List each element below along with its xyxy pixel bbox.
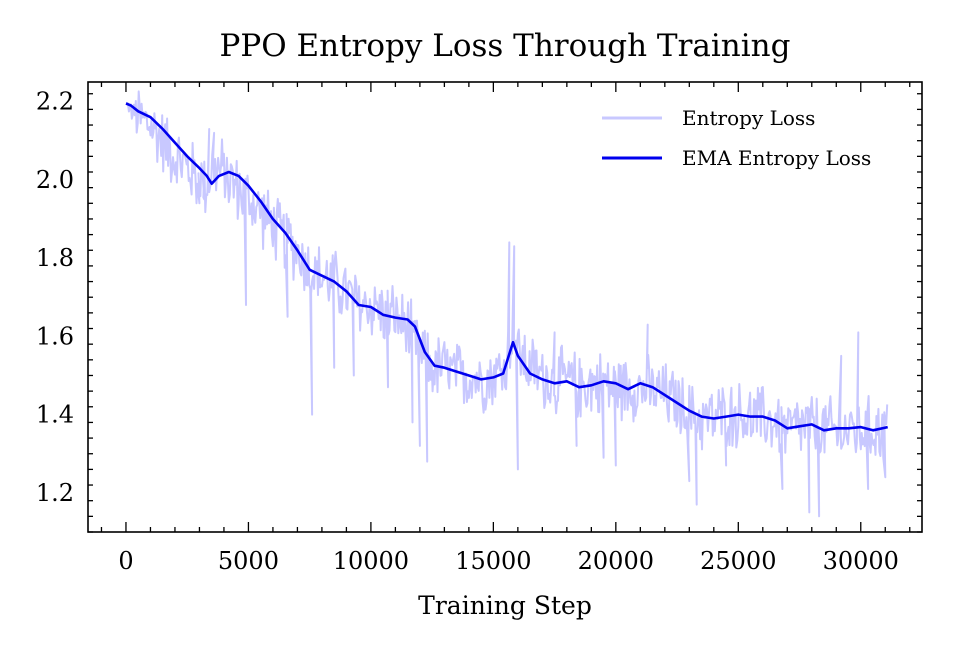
chart-title: PPO Entropy Loss Through Training [220, 28, 791, 64]
y-tick-label: 1.6 [36, 322, 74, 350]
plot-area [125, 90, 889, 518]
y-tick-labels: 1.2 1.4 1.6 1.8 2.0 2.2 [36, 88, 74, 507]
x-tick-label: 30000 [823, 547, 899, 575]
y-tick-label: 1.4 [36, 401, 74, 429]
x-tick-labels: 0 5000 10000 15000 20000 25000 30000 [118, 547, 899, 575]
axes-frame [87, 81, 923, 533]
y-tick-label: 1.2 [36, 479, 74, 507]
y-tick-label: 2.0 [36, 166, 74, 194]
y-tick-label: 1.8 [36, 244, 74, 272]
legend: Entropy Loss EMA Entropy Loss [602, 106, 871, 170]
x-tick-label: 15000 [455, 547, 531, 575]
legend-label-ema-entropy-loss: EMA Entropy Loss [682, 146, 871, 170]
ema-entropy-loss-series-line [125, 102, 888, 432]
axis-ticks [88, 82, 922, 533]
x-axis-label: Training Step [418, 591, 592, 620]
x-tick-label: 0 [118, 547, 133, 575]
x-tick-label: 5000 [218, 547, 279, 575]
legend-label-entropy-loss: Entropy Loss [682, 106, 815, 130]
entropy-loss-series-line [125, 90, 889, 518]
y-tick-label: 2.2 [36, 88, 74, 116]
x-tick-label: 10000 [333, 547, 409, 575]
x-tick-label: 20000 [578, 547, 654, 575]
x-tick-label: 25000 [700, 547, 776, 575]
